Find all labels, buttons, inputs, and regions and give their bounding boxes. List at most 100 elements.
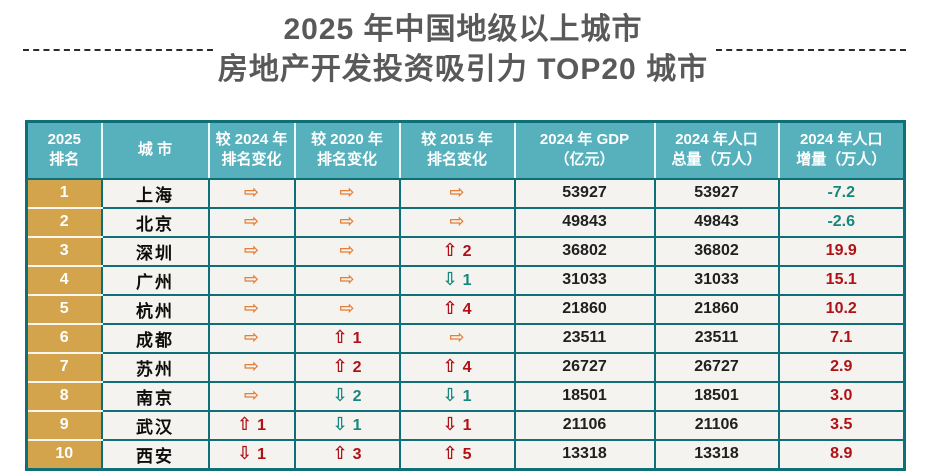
table-body: 1 上海 ⇨ ⇨ ⇨ 53927 53927 -7.2 2 北京 ⇨ ⇨ ⇨ 49843 49843 -2.6… xyxy=(25,177,906,470)
population-growth-cell: 3.5 xyxy=(777,409,906,441)
gdp-cell: 13318 xyxy=(513,438,656,470)
header-line1: 2024 年人口 xyxy=(799,131,883,148)
rank-cell: 9 xyxy=(25,409,103,441)
right-arrow-icon: ⇨ xyxy=(449,326,465,348)
rank-change-cell: ⇨ xyxy=(293,235,401,267)
header-line1: 2025 xyxy=(47,131,81,148)
gdp-cell: 21106 xyxy=(513,409,656,441)
population-growth-cell: 10.2 xyxy=(777,293,906,325)
header-line2: （亿元） xyxy=(554,151,615,169)
rank-change-cell: ⇧ 5 xyxy=(398,438,516,470)
rank-change-cell: ⇨ xyxy=(398,322,516,354)
column-header-2: 较 2024 年排名变化 xyxy=(207,121,295,180)
population-total-cell: 13318 xyxy=(653,438,780,470)
gdp-cell: 21860 xyxy=(513,293,656,325)
city-cell: 北京 xyxy=(100,206,210,238)
rank-change-value: 4 xyxy=(462,300,472,318)
rank-change-cell: ⇨ xyxy=(207,206,296,238)
rank-change-cell: ⇨ xyxy=(293,293,401,325)
rank-change-cell: ⇧ 2 xyxy=(398,235,516,267)
rank-change-value: 3 xyxy=(352,445,362,463)
table-row: 3 深圳 ⇨ ⇨ ⇧ 2 36802 36802 19.9 xyxy=(25,235,906,267)
rank-change-value: 4 xyxy=(462,358,472,376)
rank-change-value: 2 xyxy=(352,358,362,376)
page-title: 2025 年中国地级以上城市 房地产开发投资吸引力 TOP20 城市 xyxy=(0,10,926,89)
rank-cell: 1 xyxy=(25,177,103,209)
rank-change-cell: ⇧ 1 xyxy=(207,409,296,441)
rank-change-cell: ⇩ 1 xyxy=(398,409,516,441)
gdp-cell: 53927 xyxy=(513,177,656,209)
gdp-cell: 49843 xyxy=(513,206,656,238)
up-arrow-icon: ⇧ xyxy=(237,413,253,435)
population-total-cell: 26727 xyxy=(653,351,780,383)
rank-change-value: 1 xyxy=(462,387,472,405)
down-arrow-icon: ⇩ xyxy=(332,413,348,435)
population-growth-cell: 7.1 xyxy=(777,322,906,354)
rank-cell: 10 xyxy=(25,438,103,470)
down-arrow-icon: ⇩ xyxy=(237,442,253,464)
population-growth-cell: -7.2 xyxy=(777,177,906,209)
title-dash-right xyxy=(716,49,906,51)
city-cell: 南京 xyxy=(100,380,210,412)
table-row: 5 杭州 ⇨ ⇨ ⇧ 4 21860 21860 10.2 xyxy=(25,293,906,325)
right-arrow-icon: ⇨ xyxy=(339,181,355,203)
right-arrow-icon: ⇨ xyxy=(243,384,260,406)
column-header-4: 较 2015 年排名变化 xyxy=(398,121,515,180)
rank-change-value: 1 xyxy=(257,445,266,463)
rank-cell: 6 xyxy=(25,322,103,354)
header-line1: 2024 年人口 xyxy=(675,131,758,148)
header-line2: 排名变化 xyxy=(316,151,377,169)
city-cell: 上海 xyxy=(100,177,210,209)
rank-cell: 3 xyxy=(25,235,103,267)
right-arrow-icon: ⇨ xyxy=(339,210,355,232)
rank-change-cell: ⇧ 4 xyxy=(398,293,516,325)
gdp-cell: 31033 xyxy=(513,264,656,296)
header-row: 2025 排名城 市较 2024 年排名变化较 2020 年排名变化较 2015 … xyxy=(26,121,905,180)
population-total-cell: 31033 xyxy=(653,264,780,296)
rank-change-cell: ⇨ xyxy=(398,177,516,209)
rank-change-cell: ⇨ xyxy=(293,177,401,209)
rank-change-value: 1 xyxy=(352,329,362,347)
rank-change-cell: ⇧ 4 xyxy=(398,351,516,383)
column-header-3: 较 2020 年排名变化 xyxy=(293,121,400,180)
column-header-5: 2024 年 GDP （亿元） xyxy=(513,121,655,180)
right-arrow-icon: ⇨ xyxy=(449,181,465,203)
rank-change-value: 1 xyxy=(257,416,266,434)
header-line2: 增量（万人） xyxy=(796,151,887,169)
rank-cell: 2 xyxy=(25,206,103,238)
header-line1: 较 2020 年 xyxy=(311,131,383,148)
rank-change-value: 5 xyxy=(462,445,472,463)
rank-cell: 7 xyxy=(25,351,103,383)
right-arrow-icon: ⇨ xyxy=(243,326,260,348)
header-line2: 排名变化 xyxy=(221,151,282,169)
table-row: 6 成都 ⇨ ⇧ 1 ⇨ 23511 23511 7.1 xyxy=(25,322,906,354)
city-cell: 武汉 xyxy=(100,409,210,441)
city-cell: 杭州 xyxy=(100,293,210,325)
header-line2: 排名 xyxy=(49,151,80,169)
rank-cell: 8 xyxy=(25,380,103,412)
rank-change-cell: ⇩ 2 xyxy=(293,380,401,412)
column-header-7: 2024 年人口 增量（万人） xyxy=(777,121,905,180)
gdp-cell: 26727 xyxy=(513,351,656,383)
population-growth-cell: 15.1 xyxy=(777,264,906,296)
table-row: 2 北京 ⇨ ⇨ ⇨ 49843 49843 -2.6 xyxy=(25,206,906,238)
table-row: 1 上海 ⇨ ⇨ ⇨ 53927 53927 -7.2 xyxy=(25,177,906,209)
up-arrow-icon: ⇧ xyxy=(332,326,348,348)
up-arrow-icon: ⇧ xyxy=(442,297,458,319)
city-cell: 西安 xyxy=(100,438,210,470)
rank-change-cell: ⇩ 1 xyxy=(207,438,296,470)
up-arrow-icon: ⇧ xyxy=(442,355,458,377)
rank-change-cell: ⇨ xyxy=(207,293,296,325)
header-line1: 2024 年 GDP xyxy=(539,131,630,148)
gdp-cell: 36802 xyxy=(513,235,656,267)
down-arrow-icon: ⇩ xyxy=(332,384,348,406)
city-cell: 深圳 xyxy=(100,235,210,267)
header-line2: 排名变化 xyxy=(426,151,487,169)
right-arrow-icon: ⇨ xyxy=(243,239,260,261)
gdp-cell: 18501 xyxy=(513,380,656,412)
right-arrow-icon: ⇨ xyxy=(339,268,355,290)
population-growth-cell: -2.6 xyxy=(777,206,906,238)
title-dash-left xyxy=(23,49,213,51)
rank-change-cell: ⇩ 1 xyxy=(398,380,516,412)
rank-change-value: 2 xyxy=(352,387,362,405)
